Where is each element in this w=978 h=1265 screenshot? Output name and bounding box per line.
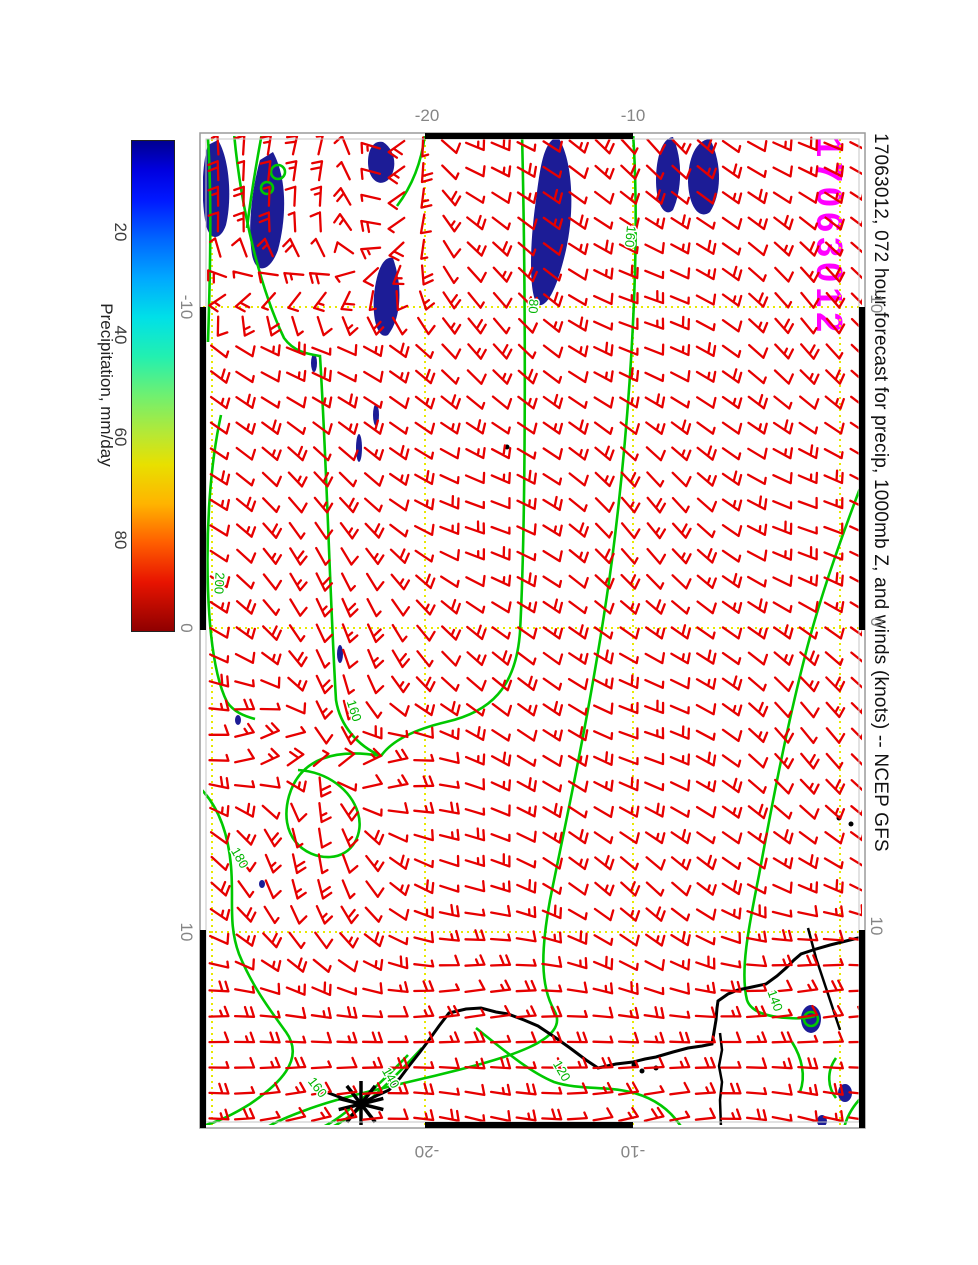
border-black-segments <box>200 133 865 1128</box>
axis-tick-label: -10 <box>621 1142 646 1161</box>
axis-tick-label: -20 <box>415 1142 440 1161</box>
contour-label: 160 <box>344 698 365 723</box>
axis-tick-label: -10 <box>621 106 646 125</box>
contour-label: 200 <box>211 572 227 594</box>
map-frame <box>199 132 866 1129</box>
axis-tick-labels: -10 -10 0 0 10 10 -10 -10 -20 -20 <box>177 106 886 1161</box>
axis-tick-label: -10 <box>867 289 886 314</box>
axis-tick-label: 0 <box>867 617 886 626</box>
contour-label: 160 <box>305 1074 330 1100</box>
contour-label: 120 <box>550 1058 574 1084</box>
precip-colorbar <box>131 140 175 632</box>
coastline-layer <box>325 444 862 1125</box>
axis-tick-label: -10 <box>177 295 196 320</box>
axis-tick-label: -20 <box>415 106 440 125</box>
contour-label: 160 <box>622 225 639 248</box>
contour-label: 80 <box>526 299 542 314</box>
latlon-grid <box>203 136 862 1125</box>
colorbar-caption: Precipitation, mm/day <box>97 303 116 467</box>
axis-tick-label: 0 <box>177 623 196 632</box>
axis-tick-label: 10 <box>177 923 196 942</box>
axis-tick-label: 10 <box>867 917 886 936</box>
